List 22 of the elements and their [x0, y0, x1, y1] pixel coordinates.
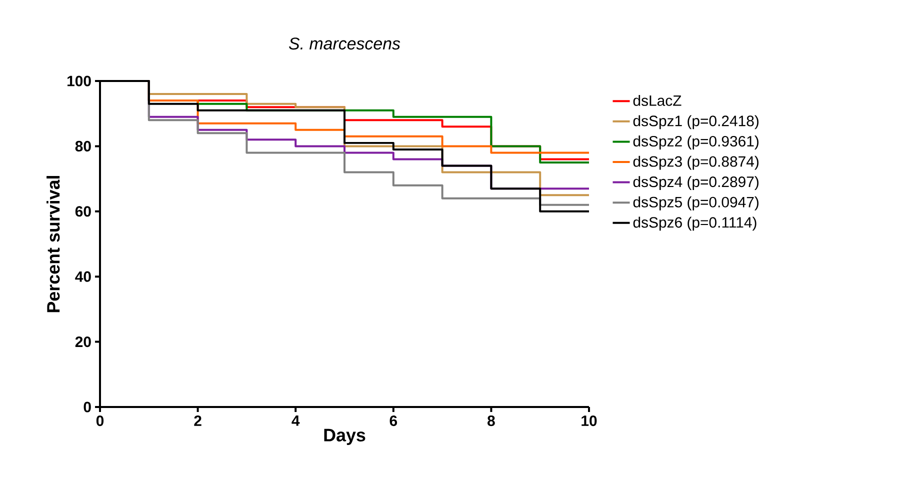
legend-label: dsSpz6 (p=0.1114)	[633, 216, 756, 231]
y-tick-label: 60	[75, 206, 91, 217]
legend-label: dsSpz3 (p=0.8874)	[633, 156, 758, 170]
x-tick-label: 8	[488, 416, 495, 426]
x-axis-title: Days	[324, 428, 366, 445]
y-tick-label: 40	[75, 271, 91, 282]
legend-label: dsLacZ	[633, 94, 682, 106]
x-tick-label: 6	[390, 416, 398, 426]
x-tick-label: 4	[292, 416, 300, 426]
chart-title: S. marcescens	[288, 38, 400, 50]
legend-label: dsSpz1 (p=0.2418)	[633, 115, 758, 130]
x-tick-label: 10	[582, 416, 597, 426]
y-tick-label: 20	[75, 336, 91, 348]
legend-label: dsSpz2 (p=0.9361)	[633, 136, 758, 150]
y-tick-label: 80	[75, 140, 91, 152]
y-tick-label: 0	[84, 402, 91, 412]
legend-label: dsSpz4 (p=0.2897)	[633, 176, 758, 190]
x-tick-label: 2	[194, 416, 202, 426]
y-axis-title: Percent survival	[46, 176, 60, 312]
x-tick-label: 0	[96, 416, 104, 426]
y-tick-label: 100	[68, 76, 91, 86]
legend-label: dsSpz5 (p=0.0947)	[633, 196, 758, 210]
